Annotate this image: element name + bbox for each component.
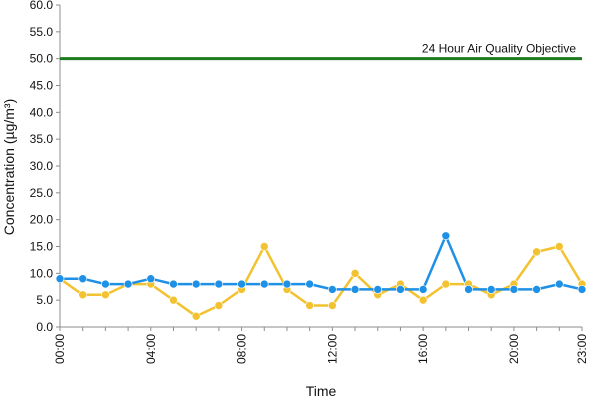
series-2-point bbox=[464, 285, 473, 294]
series-2-point bbox=[146, 274, 156, 284]
series-group bbox=[55, 231, 587, 321]
y-tick-label: 60.0 bbox=[30, 0, 54, 12]
series-2-point bbox=[418, 285, 428, 294]
y-tick-label: 50.0 bbox=[30, 52, 54, 66]
series-1-point bbox=[169, 295, 178, 305]
series-2-point bbox=[396, 285, 405, 294]
series-2-point bbox=[282, 279, 292, 289]
series-2-point bbox=[532, 285, 541, 294]
y-tick-label: 30.0 bbox=[30, 159, 54, 173]
series-2-point bbox=[123, 279, 133, 289]
x-tick-label: 04:00 bbox=[144, 334, 158, 364]
x-tick-label: 08:00 bbox=[235, 334, 249, 364]
y-tick-label: 20.0 bbox=[30, 213, 54, 227]
series-2-point bbox=[350, 285, 360, 294]
series-2-point bbox=[259, 279, 269, 289]
series-2-point bbox=[441, 231, 451, 241]
series-1-point bbox=[441, 279, 451, 289]
y-tick-label: 45.0 bbox=[30, 79, 54, 93]
series-2-point bbox=[509, 285, 519, 294]
axes: 0.0 5.0 10.0 15.0 20.0 25.0 30.0 35.0 40.0 45.0 50… bbox=[30, 0, 589, 364]
objective-line-group: 24 Hour Air Quality Objective bbox=[60, 42, 582, 61]
series-2-point bbox=[78, 274, 87, 284]
x-tick-label: 23:00 bbox=[575, 334, 589, 364]
y-tick-label: 55.0 bbox=[30, 25, 54, 39]
objective-label: 24 Hour Air Quality Objective bbox=[422, 42, 576, 56]
series-2-point bbox=[55, 274, 65, 284]
series-2-line bbox=[60, 234, 583, 291]
x-tick-label: 20:00 bbox=[507, 334, 521, 364]
y-tick-label: 15.0 bbox=[30, 240, 54, 254]
series-1-point bbox=[328, 301, 337, 310]
series-2-point bbox=[373, 285, 383, 294]
series-2-point bbox=[191, 279, 201, 289]
series-2-point bbox=[555, 279, 564, 289]
series-1-point bbox=[191, 311, 201, 321]
series-1-point bbox=[78, 290, 87, 300]
series-2-point bbox=[305, 279, 314, 289]
y-axis-title: Concentration (µg/m³) bbox=[1, 99, 17, 235]
series-1-point bbox=[555, 242, 564, 251]
y-tick-label: 0.0 bbox=[36, 320, 53, 334]
y-tick-label: 5.0 bbox=[36, 293, 53, 307]
series-1-point bbox=[305, 301, 314, 310]
series-2-point bbox=[101, 279, 110, 289]
y-tick-label: 35.0 bbox=[30, 132, 54, 146]
series-2-point bbox=[328, 285, 337, 294]
series-1-point bbox=[101, 290, 110, 300]
series-1-point bbox=[418, 295, 428, 305]
series-2-point bbox=[169, 279, 178, 289]
y-tick-label: 10.0 bbox=[30, 266, 54, 280]
series-2-point bbox=[214, 279, 224, 289]
series-1-point bbox=[259, 242, 269, 251]
series-2-point bbox=[237, 279, 246, 289]
series-1-point bbox=[350, 269, 360, 278]
y-tick-label: 25.0 bbox=[30, 186, 54, 200]
series-1-point bbox=[532, 247, 541, 257]
x-axis-title: Time bbox=[306, 383, 337, 399]
x-tick-label: 12:00 bbox=[325, 334, 339, 364]
series-2-point bbox=[577, 285, 587, 294]
series-2-point bbox=[486, 285, 496, 294]
x-tick-label: 16:00 bbox=[416, 334, 430, 364]
y-tick-label: 40.0 bbox=[30, 105, 54, 119]
series-1-point bbox=[214, 301, 224, 310]
x-tick-label: 00:00 bbox=[53, 334, 67, 364]
